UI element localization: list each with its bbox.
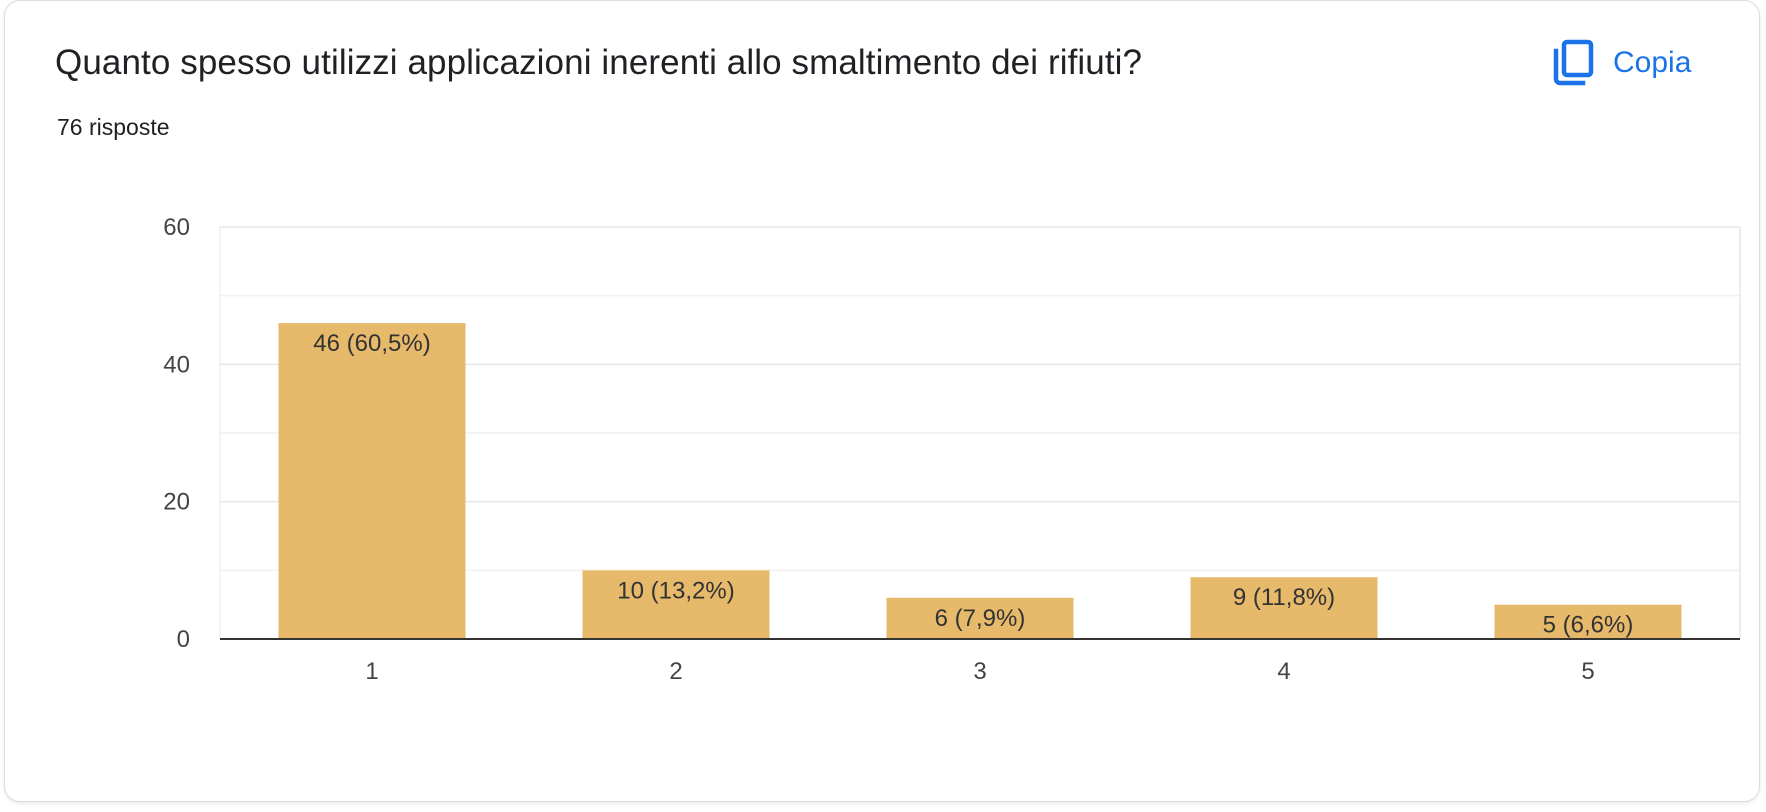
bar-data-label: 46 (60,5%): [313, 330, 430, 357]
bar-2[interactable]: [582, 570, 770, 639]
bar-4[interactable]: [1190, 577, 1378, 639]
copy-label: Copia: [1613, 46, 1692, 79]
bar-data-label: 10 (13,2%): [617, 577, 734, 604]
y-tick-label: 0: [177, 626, 190, 653]
x-tick-label: 3: [973, 658, 986, 685]
bar-data-label: 6 (7,9%): [935, 605, 1026, 632]
response-count: 76 risposte: [57, 114, 170, 140]
y-tick-label: 40: [163, 351, 190, 378]
x-tick-label: 4: [1277, 658, 1290, 685]
bars: 46 (60,5%) 10 (13,2%) 6 (7,9%) 9 (11,8%) 5 (…: [278, 323, 1682, 639]
x-tick-label: 1: [365, 658, 378, 685]
gridlines: [219, 226, 1741, 639]
bar-data-label: 9 (11,8%): [1233, 584, 1335, 611]
bar-1[interactable]: [278, 323, 466, 639]
bar-5[interactable]: [1494, 604, 1682, 639]
y-tick-label: 60: [163, 214, 190, 241]
x-tick-label: 5: [1581, 658, 1594, 685]
bar-data-label: 5 (6,6%): [1543, 612, 1634, 639]
axes: 0 20 40 60 1 2 3 4 5: [163, 214, 1740, 685]
question-title: Quanto spesso utilizzi applicazioni iner…: [55, 43, 1143, 82]
copy-button[interactable]: Copia: [1543, 35, 1699, 91]
x-tick-label: 2: [669, 658, 682, 685]
y-tick-label: 20: [163, 489, 190, 516]
copy-icon: [1553, 39, 1594, 86]
bar-3[interactable]: [886, 597, 1074, 639]
